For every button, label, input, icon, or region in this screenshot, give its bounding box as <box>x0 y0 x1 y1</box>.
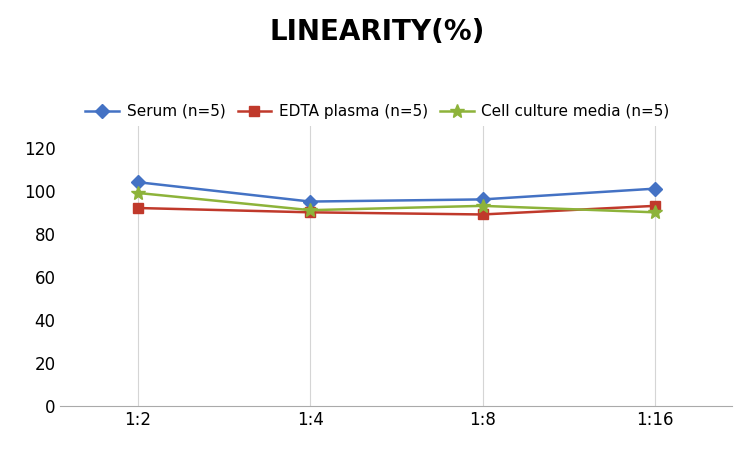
Line: EDTA plasma (n=5): EDTA plasma (n=5) <box>133 201 660 219</box>
EDTA plasma (n=5) <box>134 205 143 211</box>
EDTA plasma (n=5) <box>478 212 487 217</box>
EDTA plasma (n=5) <box>650 203 659 208</box>
Serum (n=5) <box>134 179 143 185</box>
Cell culture media (n=5) <box>650 210 659 215</box>
EDTA plasma (n=5) <box>306 210 315 215</box>
Serum (n=5) <box>650 186 659 191</box>
Cell culture media (n=5) <box>478 203 487 208</box>
Serum (n=5) <box>478 197 487 202</box>
Line: Cell culture media (n=5): Cell culture media (n=5) <box>131 186 662 219</box>
Serum (n=5) <box>306 199 315 204</box>
Line: Serum (n=5): Serum (n=5) <box>133 177 660 207</box>
Cell culture media (n=5) <box>306 207 315 213</box>
Cell culture media (n=5) <box>134 190 143 196</box>
Legend: Serum (n=5), EDTA plasma (n=5), Cell culture media (n=5): Serum (n=5), EDTA plasma (n=5), Cell cul… <box>79 98 676 125</box>
Text: LINEARITY(%): LINEARITY(%) <box>270 18 485 46</box>
